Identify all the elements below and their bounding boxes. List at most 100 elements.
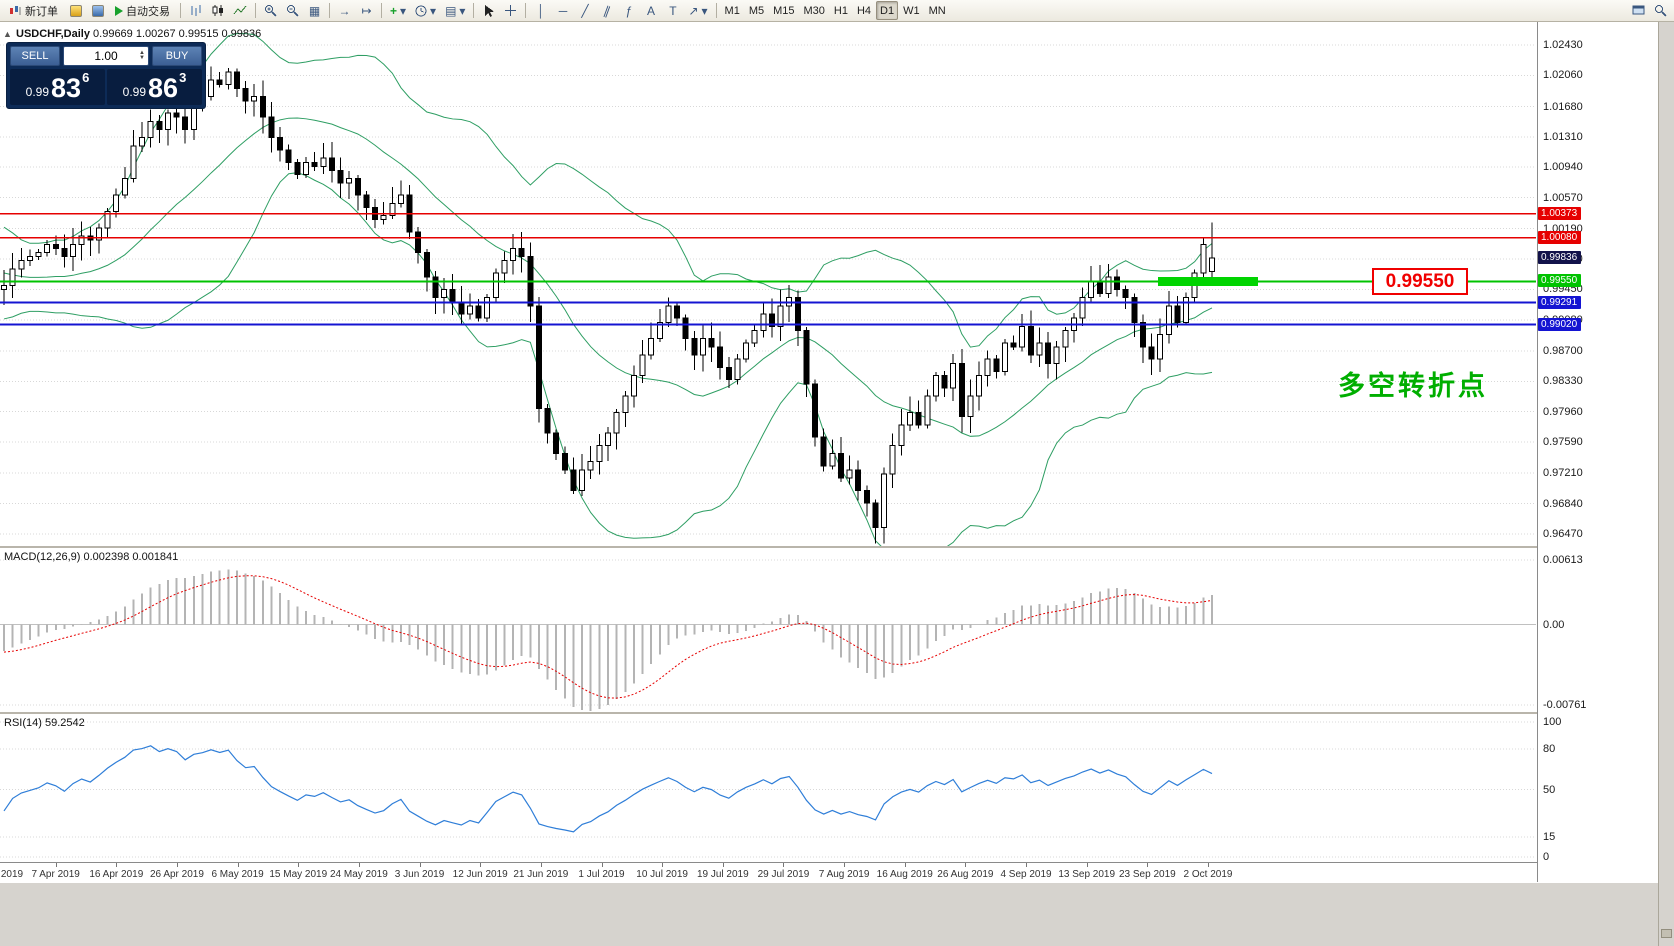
level-price-tag[interactable]: 0.99291 (1538, 295, 1582, 309)
volume-up-icon[interactable]: ▲ (139, 50, 145, 56)
label-button[interactable]: T (662, 1, 683, 20)
one-click-collapse-icon[interactable]: ▲ (3, 29, 12, 39)
channel-icon: ∥ (601, 2, 613, 19)
bar-chart-button[interactable] (185, 1, 206, 20)
date-tick (844, 863, 846, 867)
date-label: 28 Mar 2019 (0, 869, 24, 880)
date-label: 26 Aug 2019 (937, 869, 994, 880)
timeframe-mn[interactable]: MN (925, 1, 950, 20)
toolbar-separator (381, 3, 382, 18)
cursor-button[interactable] (478, 1, 499, 20)
date-tick (116, 863, 118, 867)
data-window-button[interactable] (87, 1, 108, 20)
date-label: 26 Apr 2019 (149, 869, 204, 880)
bar-chart-icon (191, 5, 201, 16)
price-axis-label: 0.96840 (1543, 497, 1583, 510)
date-tick (419, 863, 421, 867)
date-axis[interactable]: 28 Mar 2019 7 Apr 2019 16 Apr 2019 26 Apr 2… (0, 862, 1658, 882)
text-button[interactable]: A (640, 1, 661, 20)
search-button[interactable] (1650, 1, 1671, 20)
line-chart-button[interactable] (229, 1, 251, 20)
fibonacci-button[interactable]: ƒ (618, 1, 639, 20)
tile-windows-icon: ▦ (308, 3, 321, 18)
vertical-line-button[interactable]: │ (530, 1, 551, 20)
main-chart-canvas[interactable] (0, 22, 1537, 546)
auto-scroll-button[interactable]: → (334, 1, 355, 20)
chart-shift-button[interactable]: ↦ (356, 1, 377, 20)
level-price-tag[interactable]: 0.99020 (1538, 317, 1582, 331)
horizontal-line-button[interactable]: ─ (552, 1, 573, 20)
autotrade-button[interactable]: 自动交易 (109, 1, 176, 20)
rsi-axis-label: 100 (1543, 716, 1562, 728)
new-order-icon (10, 6, 21, 15)
date-label: 23 Sep 2019 (1118, 869, 1176, 880)
vertical-scrollbar[interactable] (1658, 22, 1674, 946)
turning-point-annotation: 多空转折点 (1338, 371, 1488, 401)
volume-down-icon[interactable]: ▼ (139, 55, 145, 61)
price-axis-label: 1.01310 (1543, 130, 1583, 143)
timeframe-m15[interactable]: M15 (769, 1, 798, 20)
buy-price-big: 86 (148, 73, 179, 103)
price-axis-label: 1.01680 (1543, 100, 1583, 113)
candlestick-chart-button[interactable] (207, 1, 228, 20)
panel-splitter[interactable] (0, 546, 1658, 548)
zoom-in-button[interactable] (260, 1, 281, 20)
zoom-out-button[interactable] (282, 1, 303, 20)
timeframe-group: M1 M5 M15 M30 H1 H4 D1 W1 MN (721, 1, 950, 20)
candlestick-icon (212, 5, 223, 16)
price-axis[interactable]: 1.02430 1.02060 1.01680 1.01310 1.00940 1.005… (1537, 22, 1658, 882)
highlight-bar (1158, 276, 1258, 286)
price-axis-label: 0.97960 (1543, 405, 1583, 418)
timeframe-m5[interactable]: M5 (745, 1, 768, 20)
price-level-callout[interactable]: 0.99550 (1372, 268, 1468, 295)
macd-canvas[interactable] (0, 548, 1537, 712)
templates-icon: ▤ (445, 3, 457, 18)
volume-value[interactable]: 1.00 (94, 49, 118, 63)
price-axis-label: 0.98700 (1543, 344, 1583, 357)
date-tick (1086, 863, 1088, 867)
buy-price[interactable]: 0.99 86 3 (107, 69, 202, 105)
date-label: 10 Jul 2019 (636, 869, 688, 880)
timeframe-m1[interactable]: M1 (721, 1, 744, 20)
level-price-tag[interactable]: 1.00373 (1538, 206, 1582, 220)
price-axis-label: 0.97590 (1543, 436, 1583, 449)
symbols-button[interactable] (65, 1, 86, 20)
timeframe-h1[interactable]: H1 (830, 1, 852, 20)
new-order-button[interactable]: 新订单 (3, 1, 64, 20)
sell-button[interactable]: SELL (10, 46, 60, 66)
price-axis-label: 0.96470 (1543, 527, 1583, 540)
date-tick (904, 863, 906, 867)
timeframe-d1[interactable]: D1 (876, 1, 899, 20)
date-label: 15 May 2019 (269, 869, 328, 880)
panel-splitter[interactable] (0, 712, 1658, 714)
scrollbar-thumb[interactable] (1661, 929, 1672, 938)
crosshair-button[interactable] (500, 1, 521, 20)
volume-stepper[interactable]: 1.00 ▲ ▼ (63, 46, 149, 66)
templates-button[interactable]: ▤ ▾ (441, 1, 469, 20)
date-tick (1208, 863, 1209, 867)
fullscreen-button[interactable] (1628, 1, 1649, 20)
price-axis-label: 1.00940 (1543, 161, 1583, 174)
sell-price[interactable]: 0.99 83 6 (10, 69, 105, 105)
tile-windows-button[interactable]: ▦ (304, 1, 325, 20)
level-price-tag[interactable]: 0.99550 (1538, 274, 1582, 288)
channel-button[interactable]: ∥ (596, 1, 617, 20)
date-tick (722, 863, 724, 867)
buy-button[interactable]: BUY (152, 46, 202, 66)
horizontal-level-lines[interactable] (0, 212, 1536, 326)
periods-button[interactable]: ▾ (411, 1, 440, 20)
date-label: 7 Apr 2019 (31, 869, 80, 880)
indicators-button[interactable]: + ▾ (386, 1, 410, 20)
rsi-canvas[interactable] (0, 714, 1537, 862)
timeframe-w1[interactable]: W1 (899, 1, 924, 20)
buy-price-prefix: 0.99 (122, 85, 147, 99)
trendline-button[interactable]: ╱ (574, 1, 595, 20)
arrows-button[interactable]: ↗ ▾ (684, 1, 711, 20)
macd-axis-label: 0.00 (1543, 618, 1565, 631)
date-tick (480, 863, 482, 867)
toolbar-separator (329, 3, 330, 18)
sell-price-prefix: 0.99 (25, 85, 50, 99)
level-price-tag[interactable]: 1.00080 (1538, 230, 1582, 244)
timeframe-h4[interactable]: H4 (853, 1, 875, 20)
timeframe-m30[interactable]: M30 (800, 1, 829, 20)
